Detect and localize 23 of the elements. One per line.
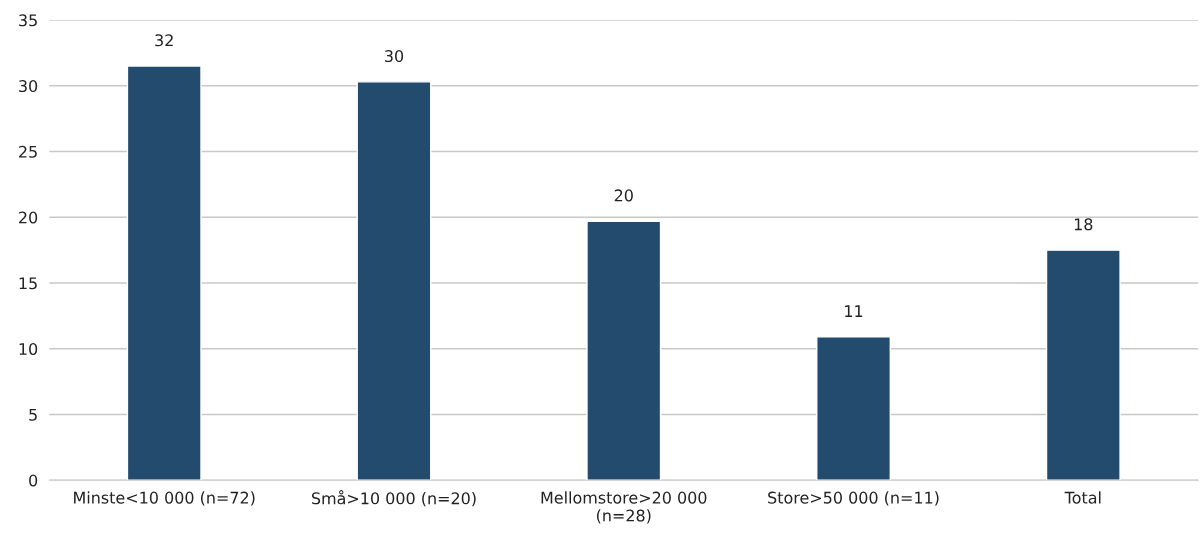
bar xyxy=(356,81,432,481)
x-tick-label: Store>50 000 (n=11) xyxy=(768,491,939,506)
x-tick-label: Minste<10 000 (n=72) xyxy=(74,491,255,506)
data-label: 32 xyxy=(155,34,173,47)
y-tick-label: 20 xyxy=(19,211,38,224)
x-tick-label: Små>10 000 (n=20) xyxy=(311,490,476,507)
y-tick-label: 0 xyxy=(29,474,38,487)
data-label: 18 xyxy=(1074,218,1093,231)
y-tick-label: 25 xyxy=(19,145,37,158)
data-label: 11 xyxy=(845,305,863,317)
bar xyxy=(126,65,202,481)
x-tick-label: Mellomstore>20 000 (n=28) xyxy=(541,491,707,524)
bar xyxy=(816,336,891,481)
bar xyxy=(586,220,662,481)
data-label: 30 xyxy=(385,50,404,63)
data-label: 20 xyxy=(614,189,633,202)
y-tick-label: 5 xyxy=(29,408,37,421)
y-tick-label: 35 xyxy=(19,14,37,27)
y-tick-label: 15 xyxy=(19,277,37,290)
y-tick-label: 10 xyxy=(19,342,38,356)
y-tick-label: 30 xyxy=(19,80,38,93)
x-tick-label: Total xyxy=(1064,491,1101,504)
bar xyxy=(1045,249,1121,481)
